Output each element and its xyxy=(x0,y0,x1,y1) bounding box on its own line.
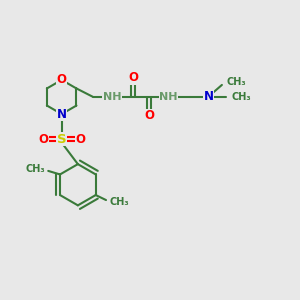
Text: O: O xyxy=(57,74,67,86)
Text: S: S xyxy=(57,133,67,146)
Text: O: O xyxy=(75,133,85,146)
Text: CH₃: CH₃ xyxy=(110,197,130,207)
Text: CH₃: CH₃ xyxy=(231,92,251,102)
Text: NH: NH xyxy=(103,92,121,102)
Text: O: O xyxy=(128,71,138,84)
Text: NH: NH xyxy=(159,92,178,102)
Text: N: N xyxy=(57,108,67,121)
Text: CH₃: CH₃ xyxy=(26,164,45,173)
Text: O: O xyxy=(144,109,154,122)
Text: O: O xyxy=(38,133,48,146)
Text: CH₃: CH₃ xyxy=(227,77,247,87)
Text: N: N xyxy=(204,90,214,103)
